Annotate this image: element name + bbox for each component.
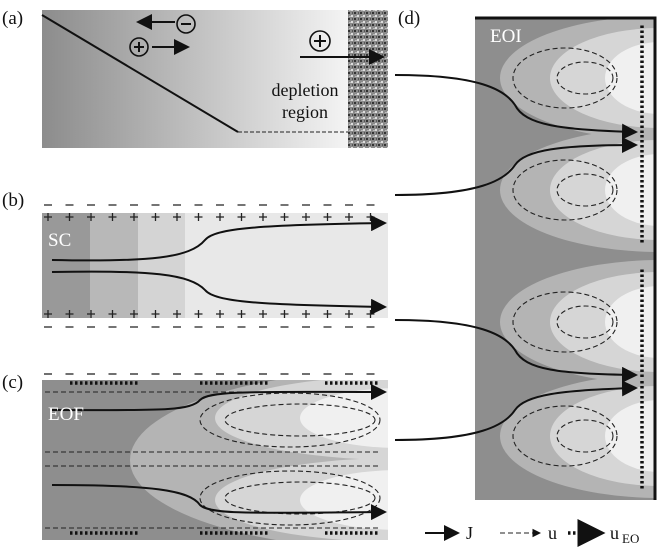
annotation: EOI xyxy=(490,26,522,47)
panel-label: (c) xyxy=(2,372,23,393)
figure: (a) depletion region (b) SC (c) EOF (d) … xyxy=(0,0,671,548)
panel-b: (b) SC xyxy=(2,190,388,327)
annotation: region xyxy=(282,102,328,122)
legend-subscript: EO xyxy=(622,531,639,546)
annotation: depletion xyxy=(272,80,339,100)
panel-label: (d) xyxy=(398,8,420,29)
annotation: EOF xyxy=(48,404,84,425)
panel-label: (a) xyxy=(2,8,23,29)
gradient-region xyxy=(42,10,348,148)
legend-label: J xyxy=(466,523,473,543)
panel-d: (d) EOI xyxy=(395,8,671,500)
annotation: SC xyxy=(48,230,71,251)
legend: J u u EO xyxy=(425,523,639,546)
panel-label: (b) xyxy=(2,190,24,211)
legend-label: u xyxy=(610,523,619,543)
legend-label: u xyxy=(548,523,557,543)
depletion-box xyxy=(348,10,388,148)
panel-a: (a) depletion region xyxy=(2,8,388,148)
